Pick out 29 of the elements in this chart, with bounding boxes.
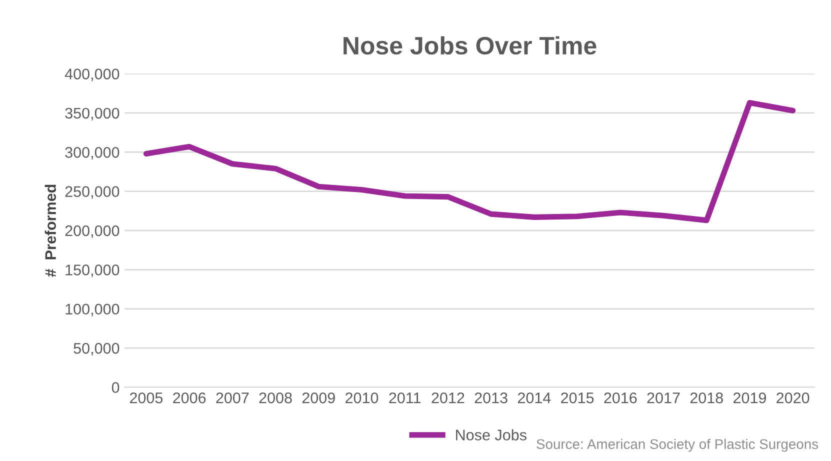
x-tick-label: 2020 [776,392,810,404]
x-tick-label: 2019 [733,392,766,404]
y-tick-label: 100,000 [66,304,120,316]
x-tick-label: 2018 [690,392,723,404]
x-tick-label: 2007 [216,392,249,404]
y-tick-label: 250,000 [65,186,120,199]
x-tick-label: 2005 [130,392,163,404]
y-axis-title: # Preformed [44,184,56,277]
x-tick-label: 2017 [647,392,680,404]
y-tick-label: 300,000 [65,147,120,160]
y-tick-label: 50,000 [74,342,120,356]
legend-label: Nose Jobs [456,429,526,440]
y-tick-label: 150,000 [66,264,120,278]
y-tick-label: 0 [112,382,120,393]
x-tick-label: 2012 [432,392,464,404]
x-tick-label: 2009 [302,392,335,404]
chart-title: Nose Jobs Over Time [344,36,596,55]
x-tick-label: 2016 [604,392,637,404]
x-tick-label: 2008 [259,392,292,404]
y-tick-label: 200,000 [65,225,120,238]
x-tick-label: 2014 [518,392,551,404]
x-tick-label: 2015 [561,392,594,404]
x-tick-label: 2013 [474,392,508,404]
x-tick-label: 2010 [346,392,378,404]
x-tick-label: 2011 [389,392,421,404]
y-tick-label: 400,000 [64,68,120,82]
x-tick-label: 2006 [173,392,206,404]
y-tick-label: 350,000 [65,108,120,120]
source-note: Source: American Society of Plastic Surgeons [536,438,818,452]
